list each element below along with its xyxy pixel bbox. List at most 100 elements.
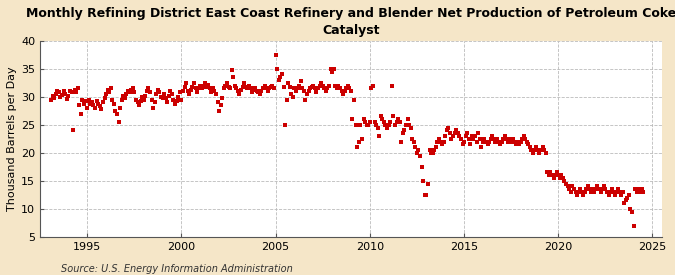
Point — [225, 86, 236, 91]
Point — [562, 184, 573, 189]
Point — [608, 190, 619, 194]
Point — [445, 131, 456, 135]
Point — [490, 139, 501, 144]
Point — [294, 83, 304, 88]
Point — [476, 145, 487, 149]
Point — [176, 97, 187, 102]
Point — [518, 134, 529, 138]
Point — [309, 86, 320, 91]
Point — [454, 134, 464, 138]
Point — [535, 148, 546, 152]
Point — [405, 125, 416, 130]
Point — [489, 137, 500, 141]
Point — [72, 86, 83, 91]
Point — [153, 88, 163, 92]
Point — [219, 86, 230, 91]
Point — [200, 81, 211, 85]
Point — [440, 134, 451, 138]
Point — [529, 148, 540, 152]
Point — [214, 109, 225, 113]
Point — [491, 137, 502, 141]
Point — [633, 187, 644, 191]
Point — [119, 96, 130, 100]
Point — [512, 139, 522, 144]
Point — [611, 190, 622, 194]
Point — [342, 83, 353, 88]
Point — [270, 53, 281, 57]
Point — [175, 90, 186, 95]
Point — [284, 85, 295, 89]
Point — [634, 190, 645, 194]
Point — [597, 187, 608, 191]
Point — [548, 176, 559, 180]
Point — [91, 99, 102, 103]
Point — [470, 134, 481, 138]
Point — [468, 137, 479, 141]
Point — [630, 187, 641, 191]
Point — [341, 86, 352, 91]
Point — [431, 145, 441, 149]
Point — [206, 90, 217, 95]
Point — [311, 90, 322, 95]
Point — [539, 148, 549, 152]
Point — [537, 145, 548, 149]
Point — [63, 94, 74, 98]
Point — [373, 125, 383, 130]
Point — [173, 95, 184, 99]
Point — [323, 83, 334, 88]
Point — [340, 89, 350, 94]
Point — [433, 137, 444, 141]
Point — [520, 137, 531, 141]
Point — [501, 137, 512, 141]
Point — [244, 83, 254, 88]
Point — [620, 198, 631, 202]
Point — [192, 90, 202, 95]
Point — [130, 97, 141, 102]
Point — [253, 90, 264, 95]
Point — [360, 120, 371, 124]
Point — [143, 86, 154, 91]
Point — [90, 106, 101, 110]
Point — [290, 89, 301, 94]
Point — [387, 83, 398, 88]
Point — [619, 201, 630, 205]
Point — [578, 192, 589, 197]
Point — [163, 94, 174, 98]
Point — [485, 137, 496, 141]
Point — [228, 75, 239, 79]
Point — [350, 123, 361, 127]
Point — [559, 178, 570, 183]
Point — [303, 89, 314, 94]
Point — [573, 190, 584, 194]
Point — [193, 86, 204, 91]
Point — [128, 86, 138, 91]
Point — [380, 123, 391, 127]
Point — [144, 90, 155, 95]
Point — [286, 92, 296, 96]
Point — [549, 173, 560, 177]
Point — [586, 190, 597, 194]
Point — [242, 86, 252, 91]
Point — [321, 89, 331, 94]
Point — [547, 173, 558, 177]
Point — [165, 89, 176, 94]
Point — [457, 142, 468, 147]
Point — [564, 187, 574, 191]
Point — [516, 137, 527, 141]
Point — [82, 106, 92, 110]
Point — [124, 90, 135, 95]
Point — [495, 142, 506, 147]
Point — [77, 97, 88, 102]
Point — [614, 190, 625, 194]
Point — [460, 134, 471, 138]
Point — [142, 89, 153, 94]
Point — [118, 94, 129, 98]
Point — [267, 83, 278, 88]
Point — [316, 81, 327, 85]
Point — [234, 92, 245, 96]
Point — [289, 86, 300, 91]
Point — [102, 88, 113, 92]
Point — [465, 142, 476, 147]
Point — [269, 86, 279, 91]
Point — [524, 145, 535, 149]
